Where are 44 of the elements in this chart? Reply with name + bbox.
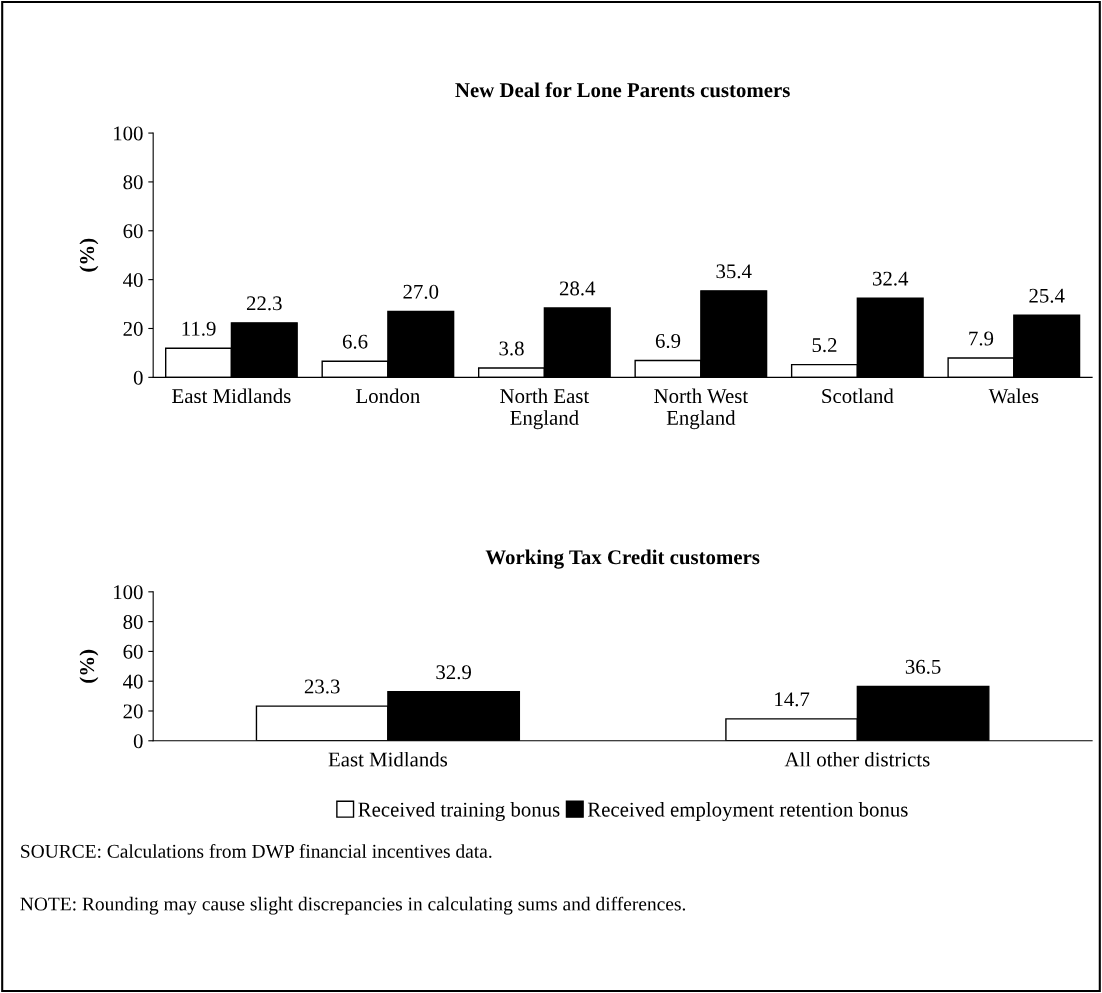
x-tick-label: East Midlands (172, 388, 291, 404)
x-tick-label: Scotland (822, 388, 894, 404)
legend-label: Received training bonus (358, 801, 560, 821)
y-axis-title: (%) (79, 238, 99, 272)
x-tick-label: London (356, 388, 420, 404)
y-tick-label: 20 (123, 704, 143, 719)
data-label: 28.4 (559, 281, 596, 296)
data-label: 7.9 (969, 331, 994, 346)
chart-title: New Deal for Lone Parents customers (455, 82, 790, 98)
data-label: 36.5 (905, 659, 941, 674)
y-tick-label: 20 (123, 321, 143, 336)
data-label: 6.6 (342, 334, 368, 349)
x-tick-label: Wales (988, 388, 1039, 404)
y-axis-title: (%) (79, 649, 99, 683)
data-label: 3.8 (499, 341, 524, 356)
y-tick-label: 40 (123, 674, 143, 689)
y-tick-label: 80 (123, 614, 143, 630)
y-tick-label: 80 (123, 175, 143, 190)
y-tick-label: 100 (114, 585, 143, 600)
y-tick-label: 0 (133, 734, 143, 749)
data-label: 11.9 (182, 321, 216, 336)
y-tick-label: 40 (123, 273, 143, 288)
y-tick-label: 60 (123, 224, 143, 239)
x-tick-label: All other districts (784, 751, 930, 767)
data-label: 35.4 (716, 264, 752, 279)
data-label: 32.9 (436, 665, 471, 680)
legend-label: Received employment retention bonus (587, 801, 908, 821)
text: NOTE: Rounding may cause slight discrepancies in calculating sums and differences. (20, 896, 686, 915)
data-label: 14.7 (775, 692, 810, 707)
data-label: 5.2 (812, 338, 837, 353)
data-label: 22.3 (246, 296, 282, 311)
x-tick-label: North West England (654, 388, 749, 430)
y-tick-label: 0 (133, 370, 143, 385)
source-note: SOURCE: Calculations from DWP financial incentives data. (21, 843, 492, 858)
chart-title: Working Tax Credit customers (485, 549, 760, 569)
data-label: 25.4 (1029, 288, 1065, 303)
y-tick-label: 60 (123, 644, 143, 659)
data-label: 27.0 (403, 284, 439, 299)
data-label: 32.4 (872, 271, 909, 286)
y-tick-label: 100 (114, 126, 143, 141)
data-label: 6.9 (655, 333, 681, 349)
x-tick-label: North East England (500, 388, 590, 430)
data-label: 23.3 (304, 679, 340, 694)
x-tick-label: East Midlands (328, 751, 448, 767)
